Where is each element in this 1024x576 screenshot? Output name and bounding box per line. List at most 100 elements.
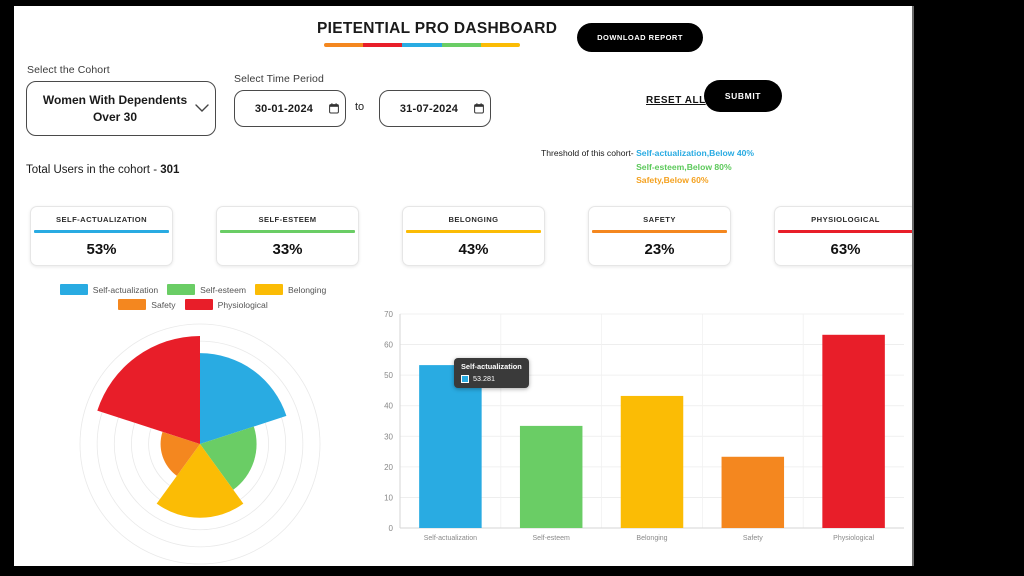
threshold-label: Threshold of this cohort- [541,148,634,158]
stat-card-safety[interactable]: SAFETY 23% [588,206,731,266]
reset-all-button[interactable]: RESET ALL [646,95,706,106]
chevron-down-icon [189,104,215,113]
legend-swatch [59,284,88,295]
y-axis-tick-label: 40 [384,402,393,411]
stat-card-title: SELF-ESTEEM [258,215,317,224]
title-underline [324,43,520,47]
cohort-select-value: Women With Dependents Over 30 [42,92,188,124]
bar-safety[interactable] [721,456,785,528]
chart-tooltip: Self-actualization 53.281 [454,358,529,388]
legend-item-belonging[interactable]: Belonging [255,284,326,295]
download-report-button[interactable]: DOWNLOAD REPORT [577,23,703,52]
polar-sector-belonging[interactable] [156,444,244,518]
end-date-input[interactable]: 31-07-2024 [379,90,491,127]
legend-label: Physiological [217,299,268,310]
legend-item-physiological[interactable]: Physiological [184,299,268,310]
stat-card-self-actualization[interactable]: SELF-ACTUALIZATION 53% [30,206,173,266]
title-underline-segment-1 [363,43,403,47]
stat-card-value: 53% [86,241,117,258]
start-date-value: 30-01-2024 [254,102,314,115]
polar-sector-safety[interactable] [160,431,200,476]
bar-chart[interactable]: 0 10 20 30 40 50 60 70 Self-actualization Self-es… [370,306,912,566]
stat-cards: SELF-ACTUALIZATION 53% SELF-ESTEEM 33% BELON… [18,206,912,272]
legend-swatch [118,299,147,310]
stat-card-self-esteem[interactable]: SELF-ESTEEM 33% [216,206,359,266]
total-users-count: 301 [160,164,180,176]
stat-card-rule [778,230,912,233]
legend-swatch [255,284,284,295]
threshold-item-2: Safety,Below 60% [636,175,709,185]
x-axis-tick-label: Self-esteem [533,535,571,542]
bar-belonging[interactable] [620,395,684,528]
start-date-input[interactable]: 30-01-2024 [234,90,346,127]
y-axis-tick-label: 60 [384,341,393,350]
end-date-value: 31-07-2024 [399,102,459,115]
legend-item-self-esteem[interactable]: Self-esteem [167,284,246,295]
header: PIETENTIAL PRO DASHBOARD DOWNLOAD REPORT [14,6,912,62]
legend-row-1: Safety Physiological [28,299,358,310]
y-axis-tick-label: 70 [384,310,393,319]
stat-card-value: 63% [830,241,861,258]
tooltip-title: Self-actualization [461,362,522,371]
stat-card-value: 33% [272,241,303,258]
threshold-items: Self-actualization,Below 40% Self-esteem,… [636,147,754,188]
threshold-block: Threshold of this cohort- Self-actualiza… [541,147,754,188]
submit-button[interactable]: SUBMIT [704,80,782,112]
polar-sector-self-esteem[interactable] [200,426,257,490]
x-axis-tick-label: Safety [743,535,763,542]
x-axis-tick-label: Self-actualization [424,535,477,542]
legend-label: Self-esteem [200,284,247,295]
legend-label: Belonging [288,284,327,295]
y-axis-tick-label: 30 [384,432,393,441]
stat-card-physiological[interactable]: PHYSIOLOGICAL 63% [774,206,912,266]
polar-sector-physiological[interactable] [97,336,200,444]
bar-self-actualization[interactable] [419,365,482,528]
page-title-wrap: PIETENTIAL PRO DASHBOARD [317,20,558,47]
tooltip-value: 53.281 [473,374,495,383]
tooltip-row: 53.281 [461,374,522,383]
threshold-item-0: Self-actualization,Below 40% [636,148,755,158]
polar-sector-self-actualization[interactable] [200,353,287,444]
legend-label: Safety [151,299,176,310]
legend-swatch [184,299,213,310]
calendar-icon[interactable] [323,103,345,114]
polar-chart-legend: Self-actualization Self-esteem Belonging Sa… [28,284,358,314]
date-range-separator: to [355,101,365,113]
y-axis-tick-label: 50 [384,371,393,380]
legend-item-self-actualization[interactable]: Self-actualization [59,284,158,295]
stat-card-value: 43% [458,241,489,258]
stat-card-rule [220,230,355,233]
legend-item-safety[interactable]: Safety [118,299,176,310]
bar-self-esteem[interactable] [519,425,583,528]
legend-swatch [167,284,196,295]
dashboard-app: PIETENTIAL PRO DASHBOARD DOWNLOAD REPORT… [14,6,914,566]
y-axis-tick-label: 20 [384,463,393,472]
title-underline-segment-3 [441,43,481,47]
polar-area-chart[interactable] [66,318,346,566]
bar-physiological[interactable] [822,334,885,528]
calendar-icon[interactable] [468,103,490,114]
x-axis-tick-label: Physiological [833,535,874,542]
polar-grid-ring [79,323,321,565]
stat-card-title: PHYSIOLOGICAL [811,215,880,224]
cohort-label: Select the Cohort [27,64,110,76]
stat-card-rule [406,230,541,233]
stat-card-title: SELF-ACTUALIZATION [55,215,148,224]
title-underline-segment-2 [402,43,442,47]
total-users-prefix: Total Users in the cohort - [26,164,161,176]
stat-card-title: BELONGING [448,215,499,224]
x-axis-tick-label: Belonging [636,535,667,542]
threshold-item-1: Self-esteem,Below 80% [636,161,732,172]
cohort-select[interactable]: Women With Dependents Over 30 [26,81,216,136]
total-users: Total Users in the cohort - 301 [26,164,179,176]
title-underline-segment-4 [480,43,520,47]
stat-card-belonging[interactable]: BELONGING 43% [402,206,545,266]
stat-card-rule [592,230,727,233]
title-underline-segment-0 [324,43,364,47]
legend-row-0: Self-actualization Self-esteem Belonging [28,284,358,295]
time-period-label: Select Time Period [234,73,324,85]
tooltip-color-swatch [461,374,469,383]
page-title: PIETENTIAL PRO DASHBOARD [317,20,558,37]
stat-card-title: SAFETY [643,215,676,224]
